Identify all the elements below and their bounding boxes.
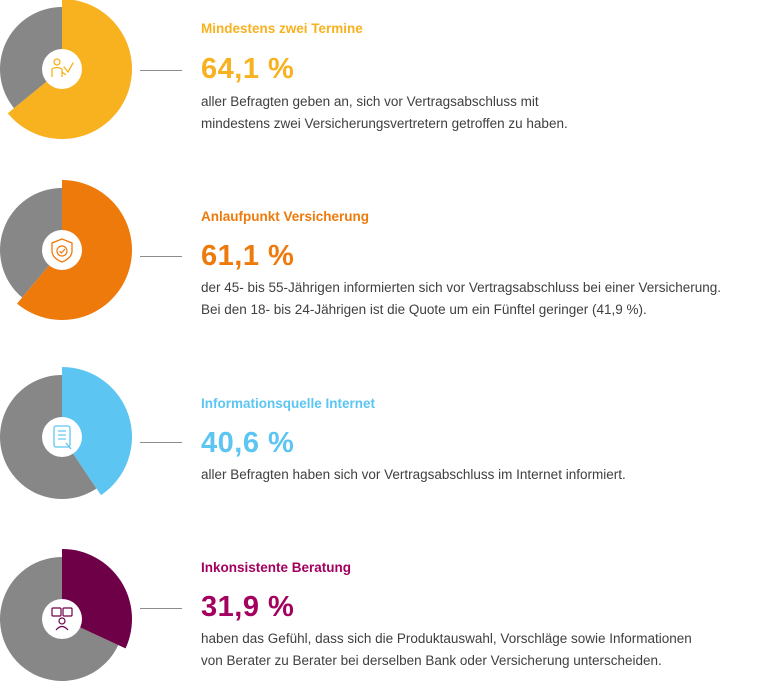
- stat-title-1: Mindestens zwei Termine: [201, 21, 363, 36]
- connector-line-3: [140, 442, 182, 443]
- connector-line-1: [140, 70, 182, 71]
- donut-remainder-slice: [0, 188, 62, 298]
- stat-description-3: aller Befragten haben sich vor Vertragsa…: [201, 464, 626, 486]
- speech-bubbles-person-icon: [51, 607, 73, 631]
- stat-description-1: aller Befragten geben an, sich vor Vertr…: [201, 91, 568, 135]
- stat-description-4-line-2: von Berater zu Berater bei derselben Ban…: [201, 653, 662, 668]
- stat-percent-3: 40,6 %: [201, 427, 295, 459]
- donut-chart-4: [0, 549, 132, 681]
- stat-description-2-line-1: der 45- bis 55-Jährigen informierten sic…: [201, 280, 722, 295]
- stat-description-1-line-2: mindestens zwei Versicherungsvertretern …: [201, 116, 568, 131]
- stat-title-4: Inkonsistente Beratung: [201, 560, 352, 575]
- stat-percent-2: 61,1 %: [201, 240, 295, 272]
- stat-description-4: haben das Gefühl, dass sich die Produkta…: [201, 628, 692, 672]
- stat-percent-4: 31,9 %: [201, 591, 295, 623]
- connector-line-4: [140, 608, 182, 609]
- stat-description-2-line-2: Bei den 18- bis 24-Jährigen ist die Quot…: [201, 302, 647, 317]
- stat-description-4-line-1: haben das Gefühl, dass sich die Produkta…: [201, 631, 692, 646]
- donut-chart-3: [0, 367, 132, 499]
- tablet-document-icon: [53, 425, 72, 450]
- stat-title-2: Anlaufpunkt Versicherung: [201, 209, 370, 224]
- donut-value-slice: [62, 367, 132, 496]
- stat-description-3-line-1: aller Befragten haben sich vor Vertragsa…: [201, 467, 626, 482]
- shield-check-icon: [51, 238, 73, 263]
- donut-chart-2: [0, 180, 133, 320]
- stat-percent-1: 64,1 %: [201, 53, 295, 85]
- connector-line-2: [140, 256, 182, 257]
- donut-chart-1: [0, 0, 132, 139]
- donut-center-hole: [42, 417, 82, 457]
- stat-description-1-line-1: aller Befragten geben an, sich vor Vertr…: [201, 94, 539, 109]
- donut-center-hole: [42, 599, 82, 639]
- stat-title-3: Informationsquelle Internet: [201, 396, 376, 411]
- people-handshake-icon: [51, 58, 74, 77]
- stat-description-2: der 45- bis 55-Jährigen informierten sic…: [201, 277, 721, 321]
- donut-center-hole: [42, 230, 82, 270]
- donut-remainder-slice: [0, 7, 62, 109]
